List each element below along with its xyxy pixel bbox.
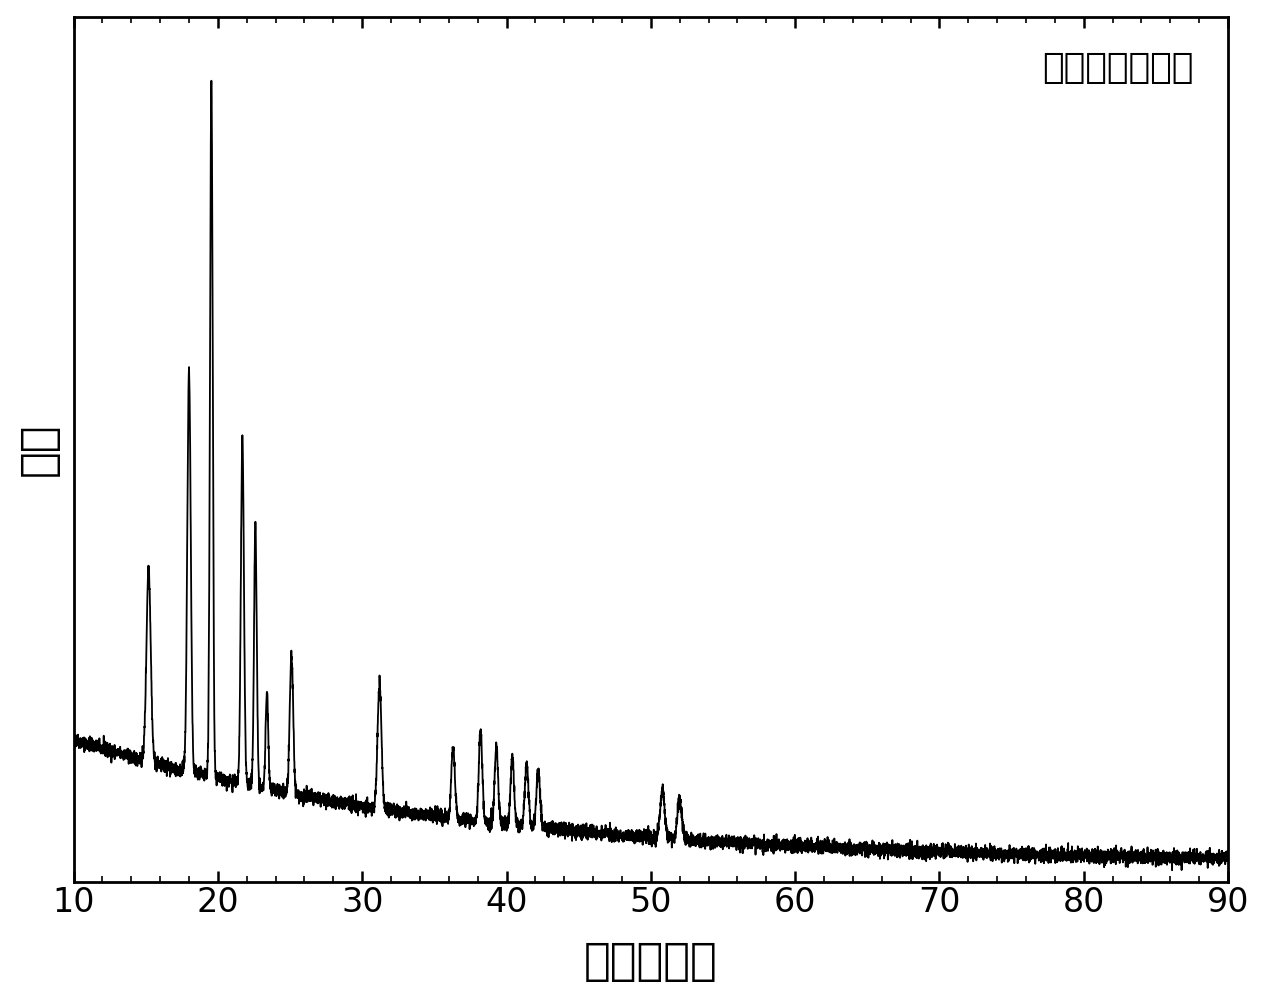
Text: 一氨合硼氢化镁: 一氨合硼氢化镁 (1042, 51, 1194, 85)
X-axis label: 角度（度）: 角度（度） (584, 940, 718, 983)
Y-axis label: 强度: 强度 (16, 422, 60, 476)
